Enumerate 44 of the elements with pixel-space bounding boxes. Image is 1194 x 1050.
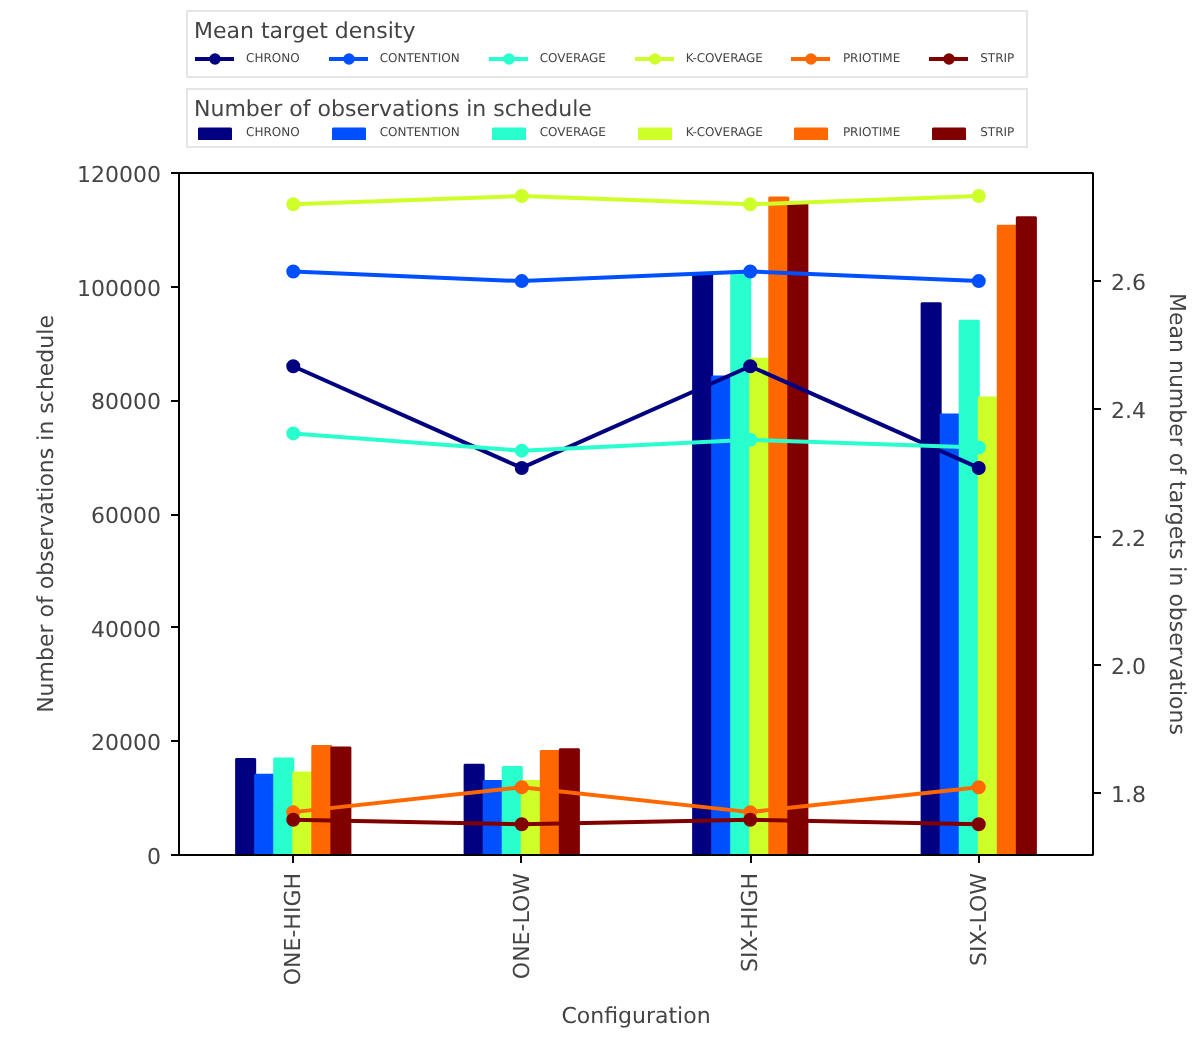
y-tick-label: 80000 <box>91 389 162 416</box>
x-axis-title: Configuration <box>561 1003 711 1030</box>
y-axis-title: Number of observations in schedule <box>33 314 60 713</box>
point <box>971 817 986 832</box>
point <box>514 274 529 289</box>
x-tick-label: ONE-LOW <box>508 872 535 980</box>
point <box>286 359 301 374</box>
point <box>743 812 758 827</box>
y-tick-label: 40000 <box>91 616 162 643</box>
point <box>286 426 301 441</box>
y2-tick-label: 2.4 <box>1111 398 1146 425</box>
point <box>514 780 529 795</box>
y2-tick-label: 2.0 <box>1111 653 1146 680</box>
point <box>971 189 986 204</box>
y2-tick-label: 2.6 <box>1111 270 1146 297</box>
y-tick-label: 100000 <box>77 275 162 302</box>
y-tick-label: 120000 <box>77 162 162 188</box>
bar <box>996 224 1018 855</box>
x-tick-label: SIX-HIGH <box>737 872 764 972</box>
point <box>971 780 986 795</box>
point <box>743 359 758 374</box>
point <box>286 264 301 279</box>
point <box>514 460 529 475</box>
point <box>743 197 758 212</box>
y-tick-label: 20000 <box>91 730 162 757</box>
point <box>286 812 301 827</box>
y2-tick-label: 2.2 <box>1111 526 1146 553</box>
y2-axis-title: Mean number of targets in observations <box>1163 293 1190 736</box>
y2-tick-label: 1.8 <box>1111 781 1146 808</box>
point <box>971 274 986 289</box>
point <box>743 264 758 279</box>
legend-title: Number of observations in schedule <box>194 96 594 122</box>
bar <box>235 757 257 855</box>
point <box>971 460 986 475</box>
y-tick-label: 0 <box>147 844 161 870</box>
point <box>514 189 529 204</box>
x-tick-label: ONE-HIGH <box>280 872 307 986</box>
point <box>514 817 529 832</box>
y-tick-label: 60000 <box>91 503 162 529</box>
x-tick-label: SIX-LOW <box>965 872 992 966</box>
bar <box>1015 216 1037 855</box>
point <box>514 443 529 458</box>
point <box>286 197 301 212</box>
text: Mean target density <box>194 18 418 44</box>
